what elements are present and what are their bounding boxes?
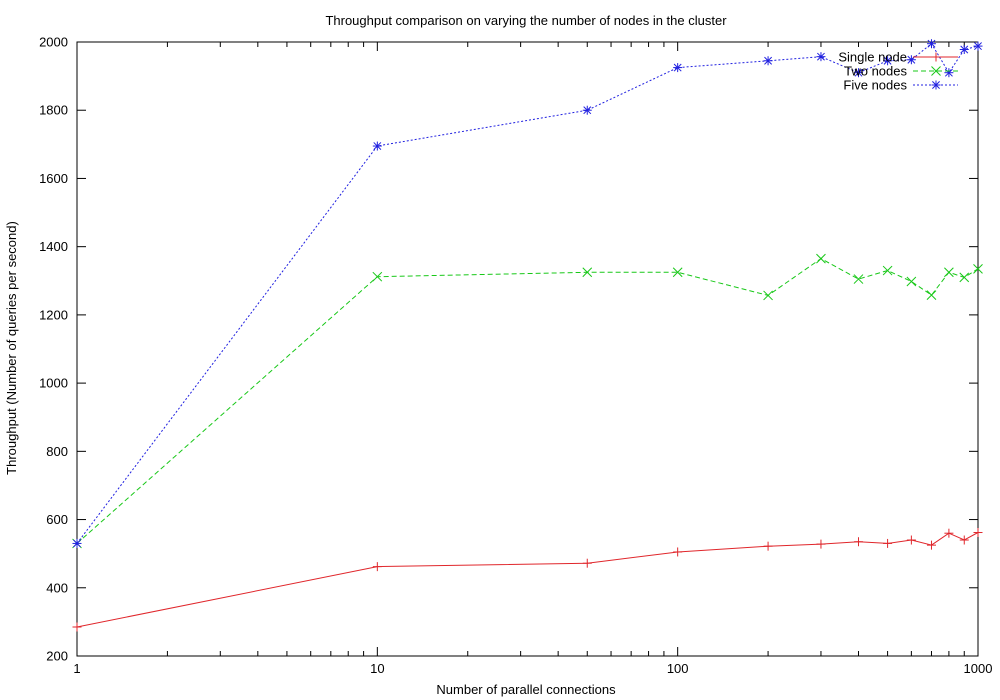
data-point xyxy=(883,56,893,66)
legend-marker xyxy=(931,80,941,90)
legend-label: Single node xyxy=(838,50,907,65)
data-point xyxy=(672,267,683,278)
data-point xyxy=(973,41,983,51)
data-point xyxy=(973,263,983,274)
y-tick-label: 1000 xyxy=(39,376,68,391)
series-two-nodes xyxy=(72,253,983,549)
data-point xyxy=(763,541,773,551)
chart-title: Throughput comparison on varying the num… xyxy=(325,13,727,28)
data-point xyxy=(944,68,954,78)
data-point xyxy=(372,141,382,151)
legend-item: Two nodes xyxy=(844,64,958,79)
data-point xyxy=(372,562,382,572)
legend-label: Five nodes xyxy=(843,78,907,93)
series-line xyxy=(76,258,979,544)
data-point xyxy=(973,528,983,538)
y-axis-label: Throughput (Number of queries per second… xyxy=(4,221,19,475)
series-layer xyxy=(72,39,983,632)
axes: 200 400 600 800 1000 1200 1400 1600 1800 2000 1 10 1… xyxy=(39,35,992,677)
y-tick-label: 200 xyxy=(46,649,68,664)
data-point xyxy=(72,538,82,548)
data-point xyxy=(673,63,683,73)
data-point xyxy=(72,622,82,632)
y-tick-label: 1200 xyxy=(39,307,68,322)
data-point xyxy=(883,538,893,548)
x-axis-label: Number of parallel connections xyxy=(436,682,616,697)
data-point xyxy=(582,558,592,568)
series-line xyxy=(76,42,979,544)
data-point xyxy=(582,105,592,115)
data-point xyxy=(372,271,383,282)
y-tick-label: 800 xyxy=(46,444,68,459)
legend-marker xyxy=(931,66,941,76)
plot-frame xyxy=(76,41,979,657)
x-tick-label: 1000 xyxy=(964,661,993,676)
series-line xyxy=(76,532,979,628)
data-point xyxy=(944,267,954,278)
data-point xyxy=(906,276,917,287)
legend-item: Single node xyxy=(838,50,958,65)
legend-label: Two nodes xyxy=(844,64,907,79)
x-tick-label: 10 xyxy=(370,661,384,676)
data-point xyxy=(582,267,593,278)
data-point xyxy=(959,535,969,545)
data-point xyxy=(853,274,864,284)
data-point xyxy=(926,39,936,49)
y-tick-label: 1600 xyxy=(39,171,68,186)
y-tick-label: 400 xyxy=(46,580,68,595)
data-point xyxy=(853,537,863,547)
x-tick-label: 1 xyxy=(73,661,80,676)
y-tick-label: 1400 xyxy=(39,239,68,254)
legend-item: Five nodes xyxy=(843,78,958,93)
data-point xyxy=(926,540,936,550)
legend-marker xyxy=(931,52,941,62)
data-point xyxy=(959,45,969,55)
data-point xyxy=(763,290,773,301)
x-tick-label: 100 xyxy=(667,661,689,676)
data-point xyxy=(959,272,970,283)
y-tick-label: 1800 xyxy=(39,103,68,118)
y-tick-label: 2000 xyxy=(39,35,68,50)
series-single-node xyxy=(72,528,983,632)
data-point xyxy=(816,539,826,549)
data-point xyxy=(853,68,863,78)
y-tick-label: 600 xyxy=(46,512,68,527)
data-point xyxy=(926,290,937,300)
data-point xyxy=(906,535,916,545)
data-point xyxy=(944,528,954,538)
data-point xyxy=(816,52,826,62)
series-five-nodes xyxy=(72,39,983,548)
data-point xyxy=(816,253,826,264)
data-point xyxy=(882,265,893,276)
data-point xyxy=(673,547,683,557)
data-point xyxy=(763,56,773,66)
